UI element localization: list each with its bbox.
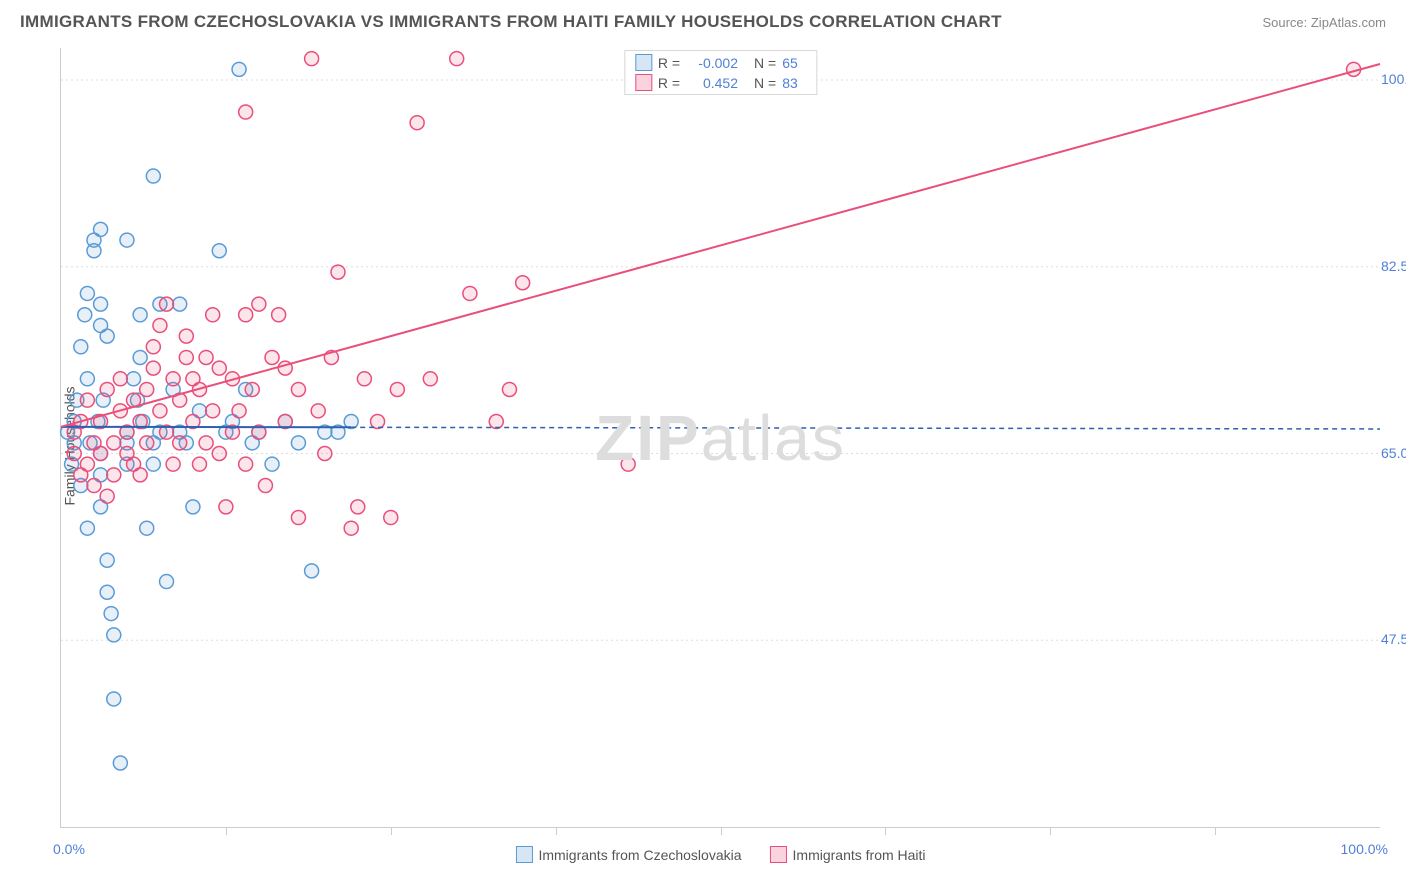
series-1-name: Immigrants from Haiti: [793, 847, 926, 863]
x-tick: [556, 827, 557, 835]
legend-row-series-0: R = -0.002 N = 65: [635, 54, 806, 71]
correlation-legend: R = -0.002 N = 65 R = 0.452 N = 83: [624, 50, 817, 95]
y-tick-label: 47.5%: [1381, 631, 1406, 647]
n-label: N =: [754, 55, 776, 71]
y-tick-label: 100.0%: [1381, 71, 1406, 87]
r-value-1: 0.452: [686, 75, 738, 91]
r-label: R =: [658, 55, 680, 71]
n-label: N =: [754, 75, 776, 91]
n-value-0: 65: [782, 55, 806, 71]
swatch-series-0-bottom: [515, 846, 532, 863]
swatch-series-0: [635, 54, 652, 71]
r-value-0: -0.002: [686, 55, 738, 71]
y-tick-label: 82.5%: [1381, 258, 1406, 274]
legend-row-series-1: R = 0.452 N = 83: [635, 74, 806, 91]
series-0-name: Immigrants from Czechoslovakia: [538, 847, 741, 863]
x-tick: [391, 827, 392, 835]
x-tick: [1215, 827, 1216, 835]
swatch-series-1-bottom: [770, 846, 787, 863]
n-value-1: 83: [782, 75, 806, 91]
chart-svg: [61, 48, 1380, 827]
series-legend: Immigrants from Czechoslovakia Immigrant…: [515, 846, 925, 863]
r-label: R =: [658, 75, 680, 91]
legend-item-0: Immigrants from Czechoslovakia: [515, 846, 741, 863]
x-left-label: 0.0%: [53, 841, 85, 857]
swatch-series-1: [635, 74, 652, 91]
plot-area: ZIPatlas R = -0.002 N = 65 R = 0.452 N =…: [60, 48, 1380, 828]
x-tick: [1050, 827, 1051, 835]
legend-item-1: Immigrants from Haiti: [770, 846, 926, 863]
title-row: IMMIGRANTS FROM CZECHOSLOVAKIA VS IMMIGR…: [20, 12, 1386, 32]
chart-container: IMMIGRANTS FROM CZECHOSLOVAKIA VS IMMIGR…: [0, 0, 1406, 892]
x-tick: [885, 827, 886, 835]
chart-title: IMMIGRANTS FROM CZECHOSLOVAKIA VS IMMIGR…: [20, 12, 1002, 32]
x-tick: [721, 827, 722, 835]
x-right-label: 100.0%: [1341, 841, 1388, 857]
source-label: Source: ZipAtlas.com: [1262, 15, 1386, 30]
y-tick-label: 65.0%: [1381, 445, 1406, 461]
x-tick: [226, 827, 227, 835]
